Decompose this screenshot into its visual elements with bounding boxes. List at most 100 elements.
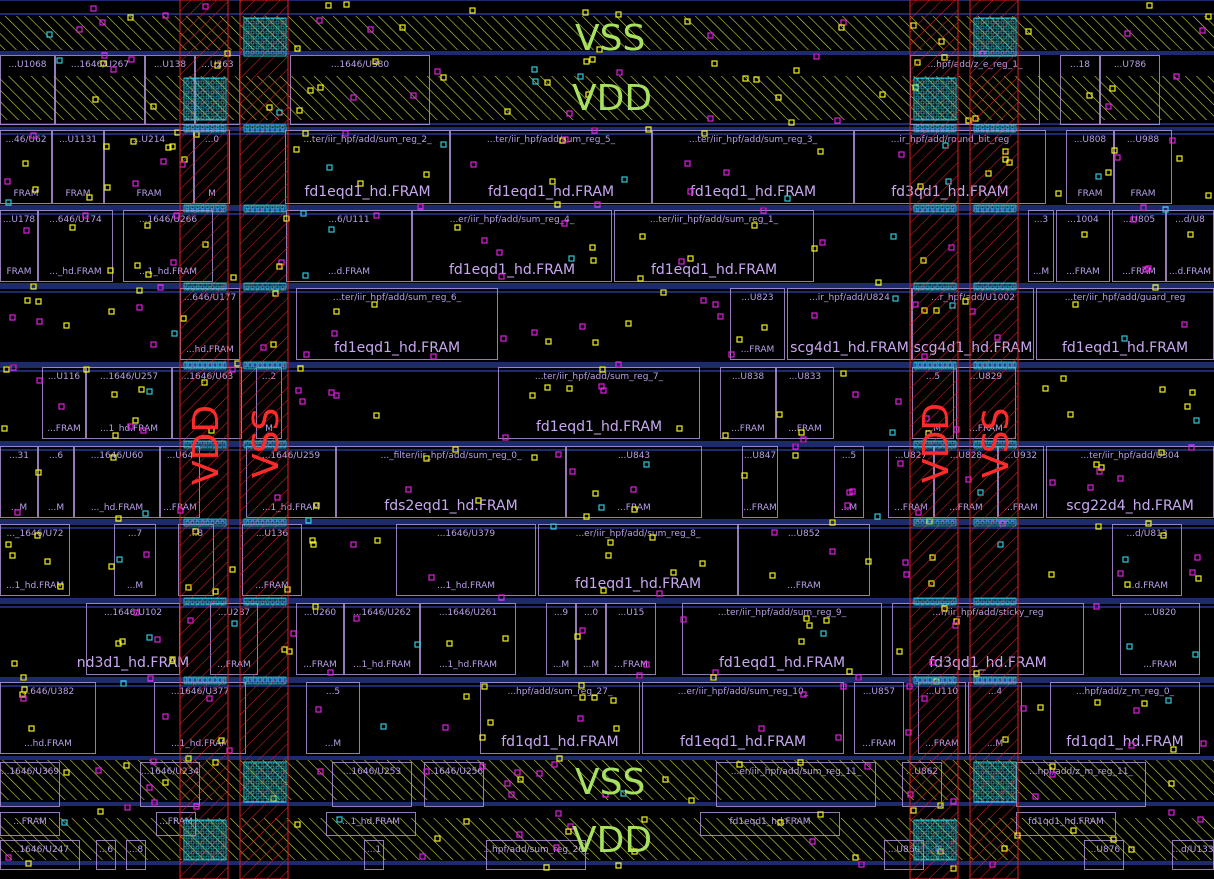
pin-marker xyxy=(160,158,167,165)
vss-strap-label-left: VSS xyxy=(246,408,287,478)
pin-marker xyxy=(592,339,599,346)
pin-marker xyxy=(140,427,147,434)
pin-marker xyxy=(771,529,778,536)
via-bar xyxy=(913,124,957,133)
pin-marker xyxy=(498,273,505,280)
vss-label-bottom: VSS xyxy=(575,762,645,803)
pin-marker xyxy=(374,537,381,544)
cell-instance-name: ...ter/iir_hpf/add/guard_reg xyxy=(1065,293,1186,303)
pin-marker xyxy=(328,226,335,233)
power-straps xyxy=(179,0,1019,879)
pin-marker xyxy=(1128,846,1135,853)
cell-instance-name: ...ter/iir_hpf/add/sum_reg_6_ xyxy=(333,293,462,303)
pin-marker xyxy=(367,26,374,33)
pin-marker xyxy=(479,763,486,770)
pin-marker xyxy=(28,725,35,732)
cell-instance-name: ...7 xyxy=(128,529,142,539)
cell-type-label: nd3d1_hd.FRAM xyxy=(77,655,190,671)
cell-type-label: ...1_hd.FRAM xyxy=(6,581,64,591)
pin-marker xyxy=(962,298,969,305)
pin-marker xyxy=(688,797,695,804)
via-bar xyxy=(243,282,287,291)
pin-marker xyxy=(350,541,357,548)
pin-marker xyxy=(305,517,312,524)
pin-marker xyxy=(631,848,638,855)
cell-instance-name: ...U260 xyxy=(304,608,337,618)
cell-type-label: ...FRAM xyxy=(614,660,648,670)
pin-marker xyxy=(1133,707,1140,714)
pin-marker xyxy=(1205,13,1212,20)
pin-marker xyxy=(550,523,557,530)
pin-marker xyxy=(777,819,784,826)
cell-instance-name: ...ter/iir_hpf/add/sum_reg_2_ xyxy=(303,135,432,145)
cell-instance-name: ...0 xyxy=(584,608,599,618)
pin-marker xyxy=(83,366,90,373)
cell-type-label: fd1eqd1_hd.FRAM xyxy=(1062,340,1188,356)
cell-outline xyxy=(834,446,864,518)
via-bar xyxy=(183,124,227,133)
cell-instance-name: ...U15 xyxy=(618,608,645,618)
cell-instance-name: ...ter/iir_hpf/add/sum_reg_9_ xyxy=(718,608,847,618)
pin-marker xyxy=(136,287,143,294)
pin-marker xyxy=(1152,284,1159,291)
pin-marker xyxy=(1081,231,1088,238)
pin-marker xyxy=(446,640,453,647)
pin-marker xyxy=(840,683,847,690)
cell-instance-name: ...U860 xyxy=(888,845,921,855)
pin-marker xyxy=(127,423,134,430)
pin-marker xyxy=(707,115,714,122)
via-bar xyxy=(243,518,287,527)
pin-marker xyxy=(132,180,139,187)
pin-marker xyxy=(58,403,65,410)
pin-marker xyxy=(579,323,586,330)
pin-marker xyxy=(903,571,910,578)
pin-marker xyxy=(817,811,824,818)
pin-marker xyxy=(1205,192,1212,199)
cell-outline xyxy=(396,524,536,596)
pin-marker xyxy=(1162,206,1169,213)
cell-instance-name: ...ter/iir_hpf/add/sum_reg_7_ xyxy=(535,372,664,382)
pin-marker xyxy=(1141,700,1148,707)
cell-instance-name: ...U1131 xyxy=(59,135,97,145)
cell-type-label: ...FRAM xyxy=(788,424,822,434)
cell-instance-name: ...d/U133 xyxy=(1172,845,1213,855)
cell-instance-name: ...U823 xyxy=(741,293,773,303)
pin-marker xyxy=(684,18,691,25)
pin-marker xyxy=(529,392,536,399)
pin-marker xyxy=(310,541,317,548)
via-bar xyxy=(243,361,287,370)
via-bar xyxy=(973,518,1017,527)
pin-marker xyxy=(4,178,11,185)
cell-outline xyxy=(336,446,566,518)
cell-type-label: ...FRAM xyxy=(949,503,983,513)
pin-marker xyxy=(405,486,412,493)
cell-outline xyxy=(0,840,80,870)
pin-marker xyxy=(811,312,818,319)
cell-instance-name: ...U214 xyxy=(133,135,166,145)
via-bar xyxy=(183,676,227,685)
pin-marker xyxy=(440,141,447,148)
pin-marker xyxy=(157,284,164,291)
cell-instance-name: ...er/iir_hpf/add/sum_reg_11_ xyxy=(731,767,862,777)
pin-marker xyxy=(1094,699,1101,706)
pin-marker xyxy=(63,322,70,329)
pin-marker xyxy=(1093,461,1100,468)
pin-marker xyxy=(562,136,569,143)
pin-marker xyxy=(312,603,319,610)
pin-marker xyxy=(487,719,494,726)
pin-marker xyxy=(577,715,584,722)
pin-marker xyxy=(792,443,799,450)
pin-marker xyxy=(607,539,614,546)
pin-marker xyxy=(317,84,324,91)
pin-marker xyxy=(1087,484,1094,491)
pin-marker xyxy=(865,558,872,565)
pin-marker xyxy=(146,634,153,641)
pin-marker xyxy=(1142,266,1149,273)
via-array xyxy=(973,761,1017,803)
cell-type-label: fd1qd1_hd.FRAM xyxy=(501,734,618,750)
pin-marker xyxy=(1095,523,1102,530)
cell-type-label: fd1eqd1_hd.FRAM xyxy=(680,734,806,750)
cell-instance-name: ...U988 xyxy=(1127,135,1160,145)
cell-instance-name: ...FRAM xyxy=(159,817,193,827)
via-bar xyxy=(973,282,1017,291)
